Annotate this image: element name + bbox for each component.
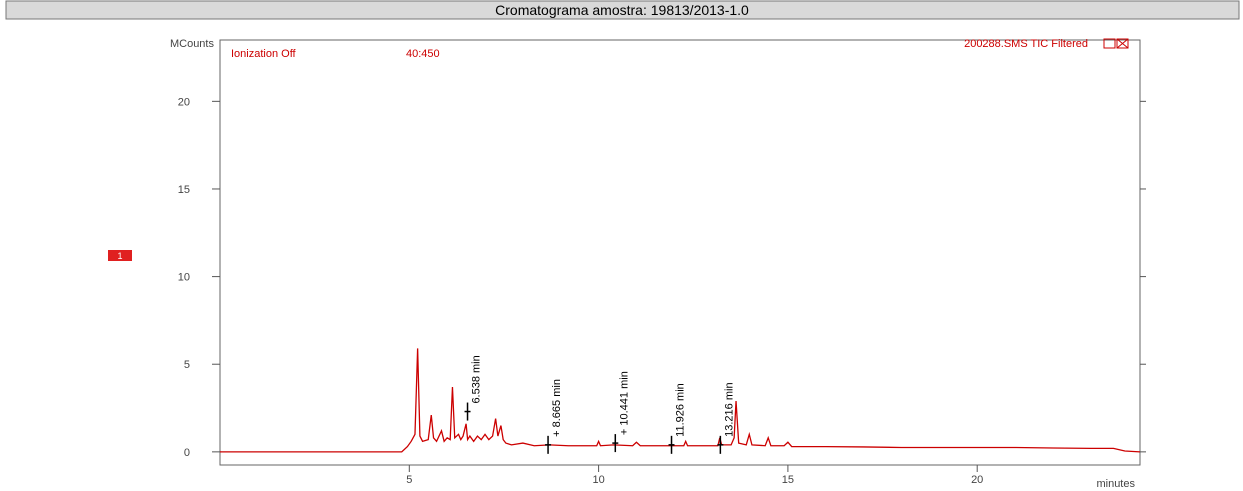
trace-marker: 1	[117, 251, 122, 261]
peak-label: + 8.665 min	[551, 379, 563, 437]
chart-title: Cromatograma amostra: 19813/2013-1.0	[495, 2, 749, 18]
peak-label: 13.216 min	[723, 382, 735, 436]
close-icon-x	[1116, 38, 1129, 49]
title-bar	[5, 0, 1240, 20]
restore-icon[interactable]	[1103, 38, 1116, 49]
peak-label: 11.926 min	[675, 383, 687, 437]
peak-label: 6.538 min	[471, 355, 483, 403]
x-tick-label: 10	[592, 474, 604, 486]
y-tick-label: 5	[184, 359, 190, 371]
y-tick-label: 0	[184, 447, 190, 459]
info-right: 200288.SMS TIC Filtered	[964, 38, 1088, 50]
y-axis-label: MCounts	[170, 38, 215, 50]
info-range: 40:450	[406, 48, 440, 60]
y-tick-label: 15	[178, 184, 190, 196]
x-tick-label: 5	[406, 474, 412, 486]
y-tick-label: 20	[178, 96, 190, 108]
trace	[220, 348, 1141, 453]
plot-frame	[219, 39, 1141, 466]
x-tick-label: 15	[782, 474, 794, 486]
trace-marker-box	[108, 250, 132, 261]
x-axis-label: minutes	[1096, 478, 1135, 490]
close-icon[interactable]	[1116, 38, 1129, 49]
y-tick-label: 10	[178, 272, 190, 284]
x-tick-label: 20	[971, 474, 983, 486]
peak-label: + 10.441 min	[618, 371, 630, 435]
info-left: Ionization Off	[231, 48, 297, 60]
